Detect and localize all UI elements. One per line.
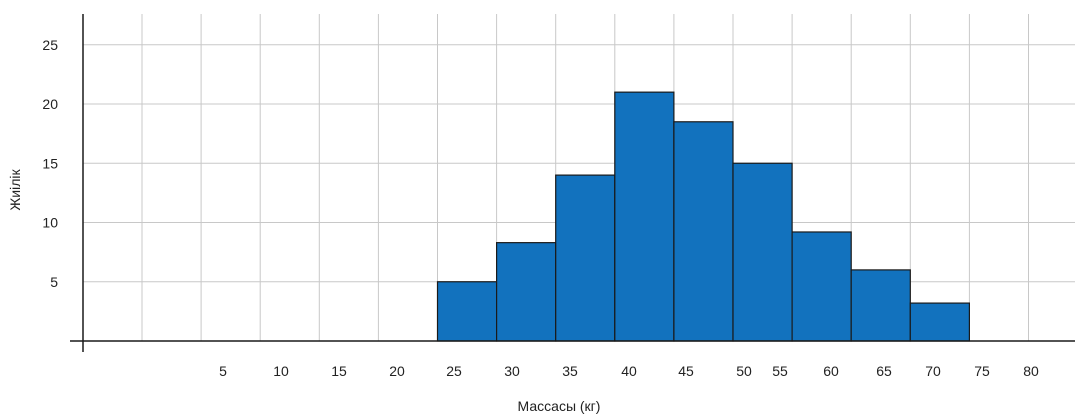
x-tick-label: 25 — [446, 363, 462, 379]
y-tick-label: 5 — [50, 274, 58, 290]
histogram-bar — [673, 121, 734, 342]
x-tick-label: 75 — [974, 363, 990, 379]
histogram-bar — [732, 162, 793, 342]
x-tick-label: 70 — [925, 363, 941, 379]
histogram-bar — [791, 231, 852, 342]
x-tick-label: 65 — [876, 363, 892, 379]
x-tick-label: 15 — [331, 363, 347, 379]
x-tick-label: 5 — [219, 363, 227, 379]
y-axis-title: Жиілік — [7, 168, 23, 210]
y-tick-label: 10 — [42, 215, 58, 231]
histogram-bar — [850, 269, 911, 342]
histogram-bar — [555, 174, 616, 342]
x-tick-label: 10 — [273, 363, 289, 379]
x-tick-label: 35 — [562, 363, 578, 379]
x-axis-title: Массасы (кг) — [518, 398, 601, 414]
x-tick-labels: 5 10 15 20 25 30 35 40 45 50 55 60 65 70 75 80 — [219, 363, 1039, 379]
x-tick-label: 60 — [823, 363, 839, 379]
axes — [70, 14, 1075, 352]
bars — [436, 91, 970, 342]
y-tick-labels: 5 10 15 20 25 — [42, 37, 58, 290]
histogram-bar — [909, 302, 970, 342]
y-tick-label: 20 — [42, 96, 58, 112]
x-tick-label: 55 — [772, 363, 788, 379]
x-tick-label: 80 — [1023, 363, 1039, 379]
x-tick-label: 20 — [389, 363, 405, 379]
x-tick-label: 30 — [504, 363, 520, 379]
histogram-bar — [496, 242, 557, 342]
histogram-bar — [614, 91, 675, 342]
x-tick-label: 40 — [621, 363, 637, 379]
x-tick-label: 45 — [678, 363, 694, 379]
y-tick-label: 15 — [42, 155, 58, 171]
x-tick-label: 50 — [736, 363, 752, 379]
y-tick-label: 25 — [42, 37, 58, 53]
histogram-bar — [436, 281, 498, 342]
